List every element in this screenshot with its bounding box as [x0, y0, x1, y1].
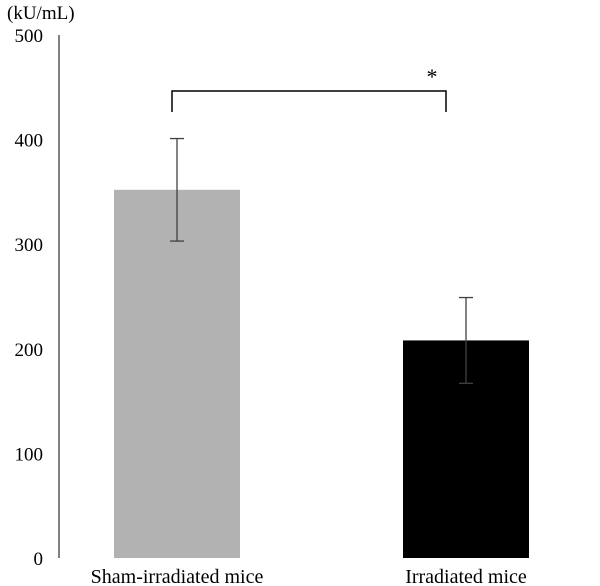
y-tick-label: 100	[15, 444, 44, 465]
error-bar	[459, 296, 473, 384]
significance-marker: *	[427, 64, 438, 89]
y-tick-label: 400	[15, 131, 44, 152]
y-tick-label: 500	[15, 26, 44, 47]
category-labels: Sham-irradiated mice Irradiated mice	[91, 566, 527, 586]
bars	[114, 189, 529, 559]
significance-bracket: *	[171, 64, 447, 112]
y-tick-labels: 0 100 200 300 400 500	[15, 26, 44, 570]
y-axis: (kU/mL) 0 100 200 300 400 500	[7, 3, 75, 570]
y-tick-label: 0	[34, 549, 44, 570]
y-axis-unit-label: (kU/mL)	[7, 3, 75, 24]
y-tick-label: 300	[15, 235, 44, 256]
bar	[114, 189, 240, 559]
category-label: Irradiated mice	[405, 566, 527, 586]
significance-bracket-line	[171, 90, 447, 112]
error-bar	[170, 137, 184, 242]
category-label: Sham-irradiated mice	[91, 566, 264, 586]
y-tick-label: 200	[15, 340, 44, 361]
error-bars	[170, 137, 473, 384]
